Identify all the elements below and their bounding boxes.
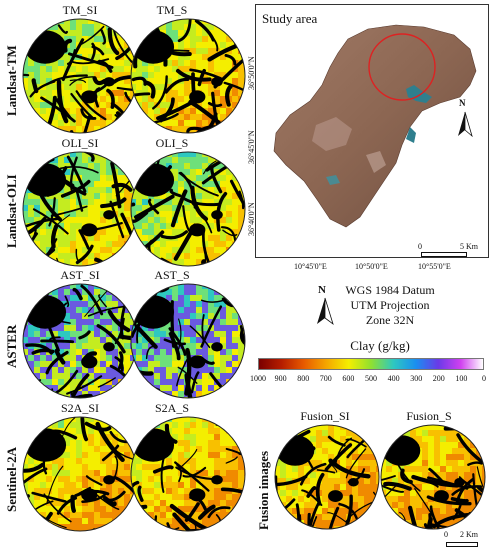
panel-title-ast-si: AST_SI xyxy=(60,268,100,282)
lon-label-3: 10°55'0"E xyxy=(418,262,451,271)
legend-tick-label: 200 xyxy=(432,374,445,383)
panel-title-ast-s: AST_S xyxy=(154,268,190,282)
legend-tick-label: 700 xyxy=(319,374,332,383)
map-fusion-si xyxy=(274,424,380,530)
legend-tick-label: 0 xyxy=(482,374,486,383)
projection-type: UTM Projection xyxy=(350,298,430,312)
legend-tick-label: 100 xyxy=(455,374,468,383)
scale-bar xyxy=(421,252,467,257)
lat-label-1: 36°50'0"N xyxy=(247,56,256,90)
projection-north-arrow-icon xyxy=(317,297,334,326)
legend-title: Clay (g/kg) xyxy=(350,338,410,353)
map-fusion-s xyxy=(380,424,486,530)
row-label-landsat-tm: Landsat-TM xyxy=(4,45,19,116)
row-label-fusion: Fusion images xyxy=(256,450,271,530)
map-ast-s xyxy=(130,283,246,399)
panel-title-fusion-si: Fusion_SI xyxy=(300,409,350,423)
map-tm-si xyxy=(22,18,138,134)
panel-title-tm-s: TM_S xyxy=(156,3,188,17)
scale-zero: 0 xyxy=(418,242,422,251)
legend-tick-label: 600 xyxy=(342,374,355,383)
panel-title-s2a-s: S2A_S xyxy=(154,401,189,415)
panel-title-oli-si: OLI_SI xyxy=(61,136,99,150)
row-label-aster: ASTER xyxy=(4,324,19,368)
legend-tick-label: 800 xyxy=(297,374,310,383)
legend-tick-label: 300 xyxy=(410,374,423,383)
projection-north-label: N xyxy=(318,284,326,296)
lon-label-1: 10°45'0"E xyxy=(294,262,327,271)
north-arrow-icon xyxy=(458,111,473,138)
panel-title-fusion-s: Fusion_S xyxy=(406,409,452,423)
map-oli-si xyxy=(22,151,138,267)
map-s2a-s xyxy=(130,416,246,532)
study-area-map xyxy=(273,24,477,228)
row-label-sentinel: Sentinel-2A xyxy=(4,447,19,512)
lat-label-2: 36°45'0"N xyxy=(247,130,256,164)
map-tm-s xyxy=(130,18,246,134)
legend-tick-label: 400 xyxy=(387,374,400,383)
bottom-scale-zero: 0 xyxy=(444,530,448,539)
bottom-scale-end: 2 Km xyxy=(460,530,478,539)
legend-colorbar xyxy=(258,358,484,370)
legend-tick-label: 900 xyxy=(274,374,287,383)
projection-datum: WGS 1984 Datum xyxy=(345,283,435,297)
legend-tick-label: 500 xyxy=(365,374,377,383)
map-oli-s xyxy=(130,151,246,267)
panel-title-oli-s: OLI_S xyxy=(155,136,189,150)
scale-end: 5 Km xyxy=(460,242,478,251)
panel-title-s2a-si: S2A_SI xyxy=(60,401,99,415)
map-ast-si xyxy=(22,283,138,399)
lat-label-3: 36°40'0"N xyxy=(247,202,256,236)
study-area-title: Study area xyxy=(262,11,318,26)
bottom-scale-bar xyxy=(446,542,478,547)
focus-circle xyxy=(368,33,436,101)
north-label: N xyxy=(459,98,466,108)
study-area-frame: Study area xyxy=(255,4,489,258)
legend-tick-label: 1000 xyxy=(250,374,266,383)
projection-zone: Zone 32N xyxy=(365,313,415,327)
map-s2a-si xyxy=(22,416,138,532)
lon-label-2: 10°50'0"E xyxy=(355,262,388,271)
panel-title-tm-si: TM_SI xyxy=(62,3,98,17)
legend-ticks: 1000 900 800 700 600 500 400 300 200 100 0 xyxy=(250,374,486,386)
row-label-landsat-oli: Landsat-OLI xyxy=(4,174,19,248)
